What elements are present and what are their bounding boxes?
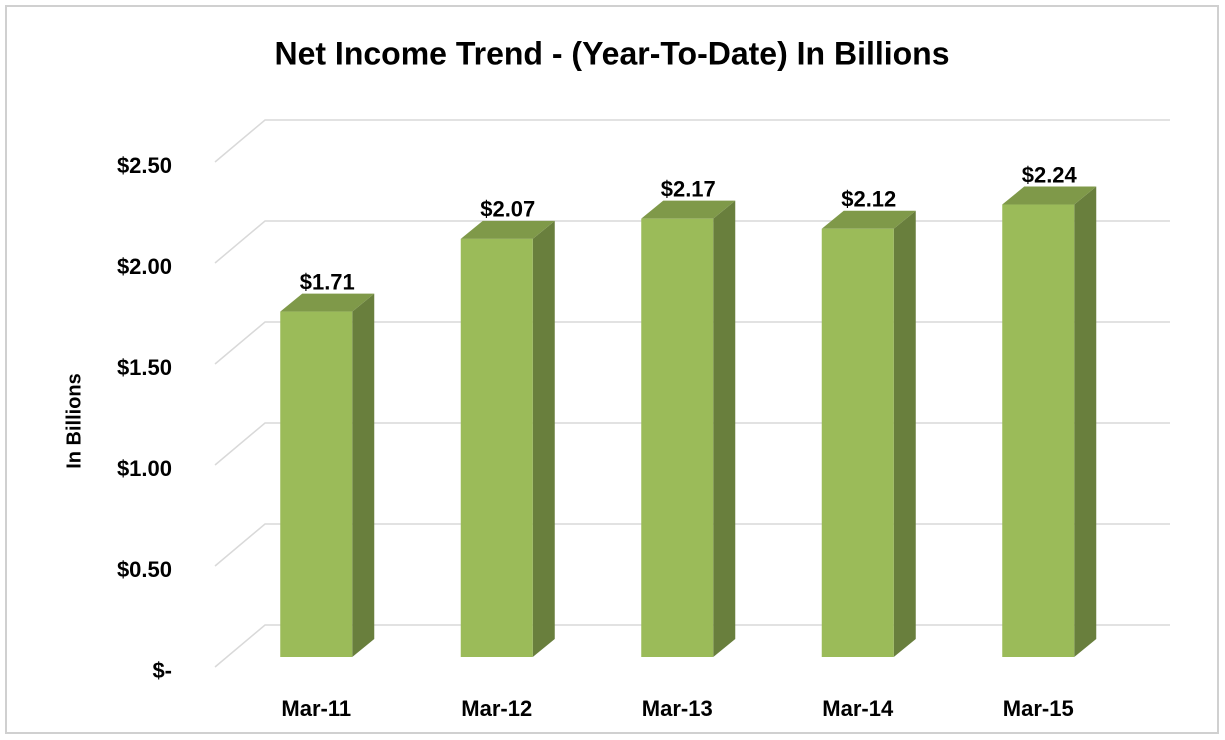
y-tick-label: $2.00 bbox=[117, 254, 172, 279]
data-label: $1.71 bbox=[300, 269, 355, 294]
bar bbox=[460, 238, 533, 658]
x-tick-label: Mar-14 bbox=[822, 696, 894, 721]
bar-top bbox=[460, 220, 555, 239]
data-label: $2.12 bbox=[841, 187, 896, 212]
x-tick-label: Mar-12 bbox=[461, 696, 532, 721]
bar-top bbox=[1002, 186, 1097, 205]
bar-top bbox=[280, 293, 375, 312]
bar-side bbox=[1074, 186, 1097, 657]
y-tick-label: $- bbox=[152, 658, 172, 683]
chart-title: Net Income Trend - (Year-To-Date) In Bil… bbox=[274, 35, 949, 71]
bar bbox=[641, 218, 714, 657]
bar bbox=[1002, 204, 1075, 657]
data-label: $2.17 bbox=[661, 176, 716, 201]
bar bbox=[280, 311, 353, 657]
bar-top bbox=[821, 210, 916, 229]
x-tick-label: Mar-13 bbox=[642, 696, 713, 721]
x-tick-label: Mar-11 bbox=[281, 696, 351, 721]
bar-side bbox=[532, 220, 555, 658]
y-axis-label: In Billions bbox=[63, 373, 85, 469]
bar bbox=[821, 228, 894, 657]
y-tick-label: $0.50 bbox=[117, 557, 172, 582]
y-tick-label: $1.00 bbox=[117, 456, 172, 481]
bar-top bbox=[641, 200, 736, 219]
data-label: $2.24 bbox=[1022, 162, 1078, 187]
bar-side bbox=[893, 210, 916, 657]
bar-side bbox=[352, 293, 375, 657]
x-tick-label: Mar-15 bbox=[1003, 696, 1074, 721]
bar-side bbox=[713, 200, 736, 657]
data-label: $2.07 bbox=[480, 197, 535, 222]
y-tick-label: $1.50 bbox=[117, 355, 172, 380]
y-tick-label: $2.50 bbox=[117, 153, 172, 178]
grid-line bbox=[214, 119, 1170, 163]
